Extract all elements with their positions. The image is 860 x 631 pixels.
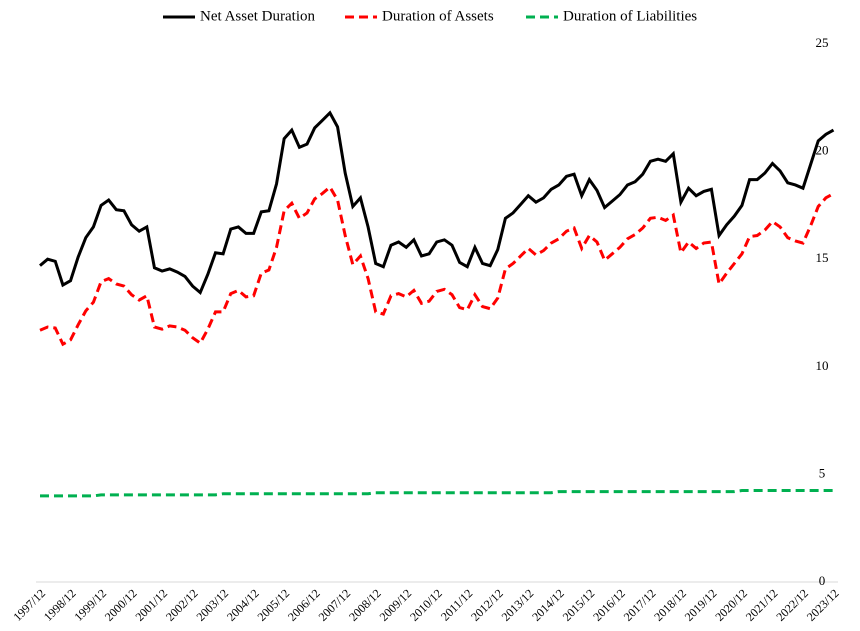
x-tick-label: 2003/12	[193, 586, 231, 624]
legend-label: Net Asset Duration	[200, 8, 315, 24]
x-tick-label: 1997/12	[10, 586, 48, 624]
x-tick-label: 2000/12	[102, 586, 140, 624]
x-tick-label: 2014/12	[529, 586, 567, 624]
x-tick-label: 2020/12	[712, 586, 750, 624]
series-line	[39, 110, 835, 296]
x-tick-label: 2004/12	[224, 586, 262, 624]
x-tick-label: 2023/12	[804, 586, 842, 624]
x-tick-label: 2021/12	[743, 586, 781, 624]
y-tick-label: 15	[816, 250, 829, 265]
legend: Net Asset Duration Duration of Assets Dura…	[163, 8, 697, 24]
x-tick-label: 2019/12	[682, 586, 720, 624]
x-tick-label: 2022/12	[773, 586, 811, 624]
x-tick-label: 2011/12	[438, 586, 475, 623]
x-tick-label: 1999/12	[71, 586, 109, 624]
legend-label: Duration of Liabilities	[563, 8, 697, 24]
x-tick-label: 2006/12	[285, 586, 323, 624]
y-tick-label: 0	[819, 573, 826, 588]
y-tick-label: 20	[816, 143, 829, 158]
y-tick-label: 10	[816, 358, 829, 373]
series-line	[39, 184, 835, 347]
x-tick-label: 2009/12	[377, 586, 415, 624]
x-tick-label: 2002/12	[163, 586, 201, 624]
x-tick-label: 2013/12	[499, 586, 537, 624]
x-tick-label: 2016/12	[590, 586, 628, 624]
x-tick-label: 1998/12	[41, 586, 79, 624]
x-tick-label: 2005/12	[254, 586, 292, 624]
y-tick-label: 5	[819, 465, 826, 480]
x-tick-label: 2010/12	[407, 586, 445, 624]
x-tick-label: 2007/12	[316, 586, 354, 624]
x-tick-label: 2012/12	[468, 586, 506, 624]
legend-label: Duration of Assets	[382, 8, 494, 24]
x-tick-label: 2015/12	[560, 586, 598, 624]
x-tick-label: 2001/12	[132, 586, 170, 624]
series-line	[40, 489, 834, 498]
x-tick-label: 2008/12	[346, 586, 384, 624]
x-tick-label: 2017/12	[621, 586, 659, 624]
x-tick-label: 2018/12	[651, 586, 689, 624]
y-tick-label: 25	[816, 35, 829, 50]
